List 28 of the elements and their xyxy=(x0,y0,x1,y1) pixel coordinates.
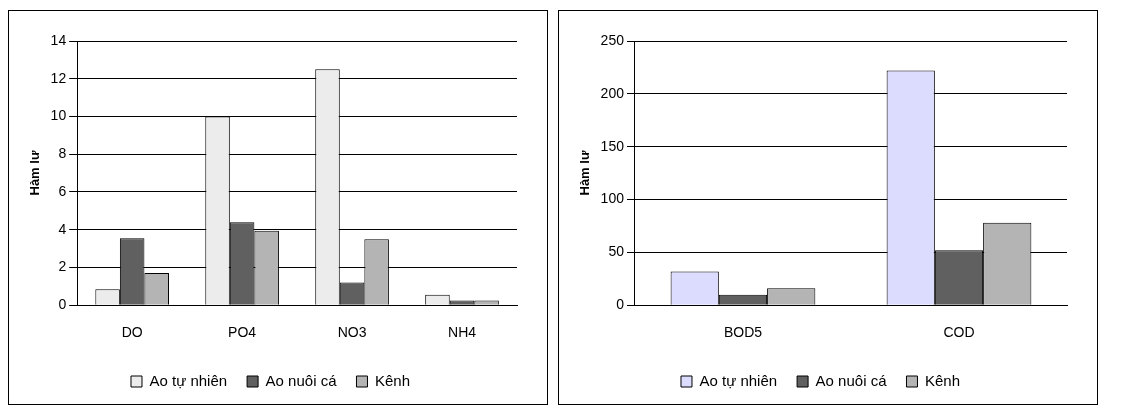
y-tick-label: 8 xyxy=(58,145,67,162)
legend-label: Ao nuôi cá xyxy=(815,371,888,389)
x-tick-label: PO4 xyxy=(228,324,257,341)
x-tick-label: DO xyxy=(121,324,143,341)
legend-label: Ao nuôi cá xyxy=(265,371,338,389)
y-axis-title: Hàm lư xyxy=(577,150,593,196)
y-tick-label: 150 xyxy=(600,137,625,154)
y-tick-label: 10 xyxy=(50,107,67,124)
x-tick-label: NO3 xyxy=(337,324,367,341)
y-tick-label: 4 xyxy=(58,220,67,237)
y-tick-label: 100 xyxy=(600,190,625,207)
x-tick-label: NH4 xyxy=(448,324,477,341)
y-tick-label: 2 xyxy=(58,258,67,275)
y-tick-label: 250 xyxy=(600,31,625,48)
legend-label: Ao tự nhiên xyxy=(699,371,778,389)
y-tick-label: 14 xyxy=(50,31,67,48)
y-tick-label: 0 xyxy=(616,296,625,313)
y-tick-label: 200 xyxy=(600,84,625,101)
y-axis-title: Hàm lư xyxy=(27,150,43,196)
legend-label: Kênh xyxy=(924,371,961,389)
y-tick-label: 0 xyxy=(58,296,67,313)
y-tick-label: 50 xyxy=(608,243,625,260)
x-tick-label: COD xyxy=(943,324,975,341)
y-tick-label: 6 xyxy=(58,182,67,199)
y-tick-label: 12 xyxy=(50,69,67,86)
x-tick-label: BOD5 xyxy=(723,324,763,341)
legend-label: Ao tự nhiên xyxy=(149,371,228,389)
legend-label: Kênh xyxy=(374,371,411,389)
